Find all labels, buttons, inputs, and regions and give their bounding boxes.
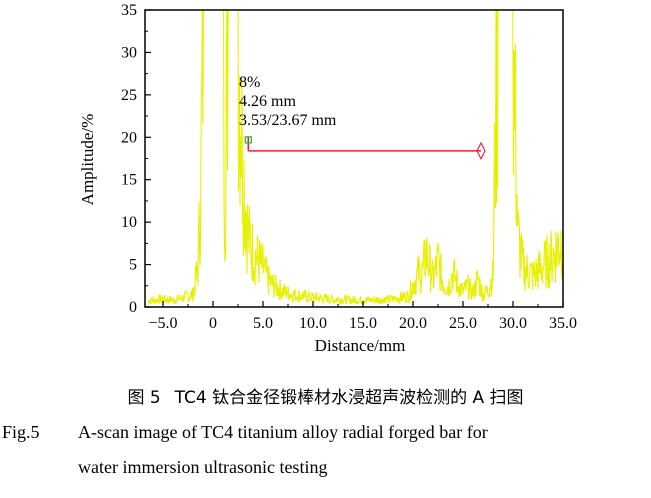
x-tick-label: −5.0	[148, 315, 177, 332]
y-tick-label: 25	[121, 87, 137, 104]
y-tick-label: 20	[121, 129, 137, 146]
plot-area	[147, 10, 563, 306]
figure-caption-label: Fig.5	[2, 422, 40, 442]
annotation-group: 8% 4.26 mm 3.53/23.67 mm	[239, 74, 486, 161]
annotation-text: 8%	[239, 74, 260, 91]
series-point	[282, 289, 283, 290]
series-point	[462, 289, 463, 290]
series-point	[242, 154, 243, 155]
x-axis-label: Distance/mm	[315, 336, 406, 355]
series-point	[482, 294, 483, 295]
series-point	[417, 271, 418, 272]
series-point	[182, 296, 183, 297]
series-point	[407, 295, 408, 296]
series-point	[447, 285, 448, 286]
y-tick-label: 35	[121, 2, 137, 19]
series-point	[552, 251, 553, 252]
plot-frame	[144, 9, 564, 308]
series-point	[392, 298, 393, 299]
x-tick-label: 10.0	[299, 315, 327, 332]
series-point	[332, 298, 333, 299]
series-point	[437, 257, 438, 258]
series-point	[542, 262, 543, 263]
series-point	[224, 205, 225, 206]
series-point	[352, 299, 353, 300]
figure-caption-english-text: A-scan image of TC4 titanium alloy radia…	[78, 422, 488, 442]
series-point	[147, 300, 148, 301]
gate-start-marker	[244, 136, 252, 144]
x-tick-label: 0	[209, 315, 217, 332]
series-point	[197, 264, 198, 265]
series-point	[477, 276, 478, 277]
series-point	[272, 283, 273, 284]
figure-caption-english-line1: Fig.5 A-scan image of TC4 titanium alloy…	[2, 422, 488, 443]
series-point	[492, 273, 493, 274]
series-point	[172, 299, 173, 300]
series-point	[517, 230, 518, 231]
series-point	[247, 230, 248, 231]
y-tick-label: 15	[121, 172, 137, 189]
series-point	[452, 269, 453, 270]
series-point	[257, 256, 258, 257]
y-tick-label: 10	[121, 214, 137, 231]
series-point	[532, 273, 533, 274]
series-point	[192, 293, 193, 294]
series-point	[302, 295, 303, 296]
y-tick-label: 30	[121, 44, 137, 61]
series-point	[412, 283, 413, 284]
series-point	[442, 279, 443, 280]
series-point	[457, 283, 458, 284]
figure-caption-english-line2: water immersion ultrasonic testing	[78, 457, 328, 477]
x-axis-ticks: −5.0 0 5.0 10.0 15.0 20.0 25.0 30.0 35.0	[148, 301, 577, 332]
x-tick-label: 5.0	[253, 315, 273, 332]
ascan-chart: −5.0 0 5.0 10.0 15.0 20.0 25.0 30.0 35.0 0 5 10 15 2…	[78, 2, 577, 355]
series-point	[252, 247, 253, 248]
x-tick-label: 30.0	[499, 315, 527, 332]
y-tick-label: 0	[129, 299, 137, 316]
series-point	[267, 277, 268, 278]
gate-end-marker	[476, 141, 486, 161]
y-axis-label: Amplitude/%	[78, 114, 97, 206]
series-point	[428, 260, 429, 261]
series-point	[292, 293, 293, 294]
series-point	[312, 296, 313, 297]
series-point	[262, 264, 263, 265]
annotation-text: 3.53/23.67 mm	[239, 112, 337, 129]
series-point	[372, 299, 373, 300]
x-tick-label: 15.0	[349, 315, 377, 332]
y-tick-label: 5	[129, 257, 137, 274]
x-tick-label: 20.0	[399, 315, 427, 332]
series-point	[472, 291, 473, 292]
series-point	[162, 298, 163, 299]
series-point	[487, 288, 488, 289]
x-tick-label: 25.0	[449, 315, 477, 332]
series-line-a-scan	[147, 10, 563, 306]
annotation-text: 4.26 mm	[239, 93, 296, 110]
y-axis-ticks: 0 5 10 15 20 25 30 35	[121, 2, 151, 316]
series-point	[522, 264, 523, 265]
series-point	[432, 277, 433, 278]
series-point	[422, 268, 423, 269]
series-point	[467, 284, 468, 285]
series-point	[494, 137, 495, 138]
series-point	[425, 247, 426, 248]
series-point	[200, 162, 201, 163]
x-tick-label: 35.0	[549, 315, 577, 332]
figure-caption-chinese: 图 5 TC4 钛合金径锻棒材水浸超声波检测的 A 扫图	[127, 388, 524, 408]
